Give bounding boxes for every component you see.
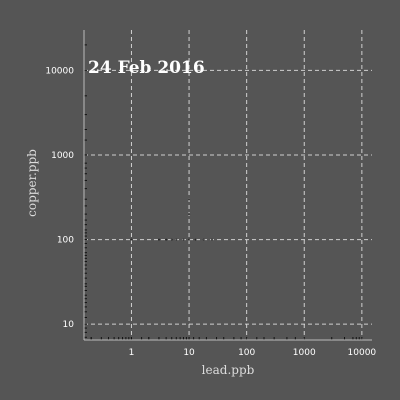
x-tick-label: 10000	[348, 348, 377, 358]
tick-layer: 1 10 100 1000 10000 10 100 1000 10000	[45, 66, 376, 358]
grid-layer	[84, 30, 372, 340]
y-tick-label: 100	[57, 236, 74, 246]
data-point	[170, 238, 173, 241]
chart-title: 24 Feb 2016	[88, 58, 205, 78]
point-layer	[130, 198, 213, 241]
axis-layer	[83, 30, 372, 341]
data-point	[210, 238, 213, 241]
data-point	[202, 238, 205, 241]
data-point	[188, 198, 191, 201]
x-tick-label: 10	[183, 348, 195, 358]
data-point	[188, 238, 191, 241]
x-tick-label: 1000	[293, 348, 316, 358]
rug-layer	[84, 44, 363, 340]
data-point	[175, 238, 178, 241]
y-tick-label: 10000	[45, 66, 74, 76]
x-axis-title: lead.ppb	[202, 363, 255, 377]
data-point	[194, 238, 197, 241]
x-tick-label: 1	[129, 348, 135, 358]
data-point	[165, 238, 168, 241]
y-tick-label: 1000	[51, 151, 74, 161]
y-tick-label: 10	[63, 320, 75, 330]
x-tick-label: 100	[238, 348, 255, 358]
data-point	[188, 213, 191, 216]
y-axis-title: copper.ppb	[25, 149, 39, 217]
data-point	[157, 238, 160, 241]
data-point	[182, 238, 185, 241]
data-point	[130, 238, 133, 241]
